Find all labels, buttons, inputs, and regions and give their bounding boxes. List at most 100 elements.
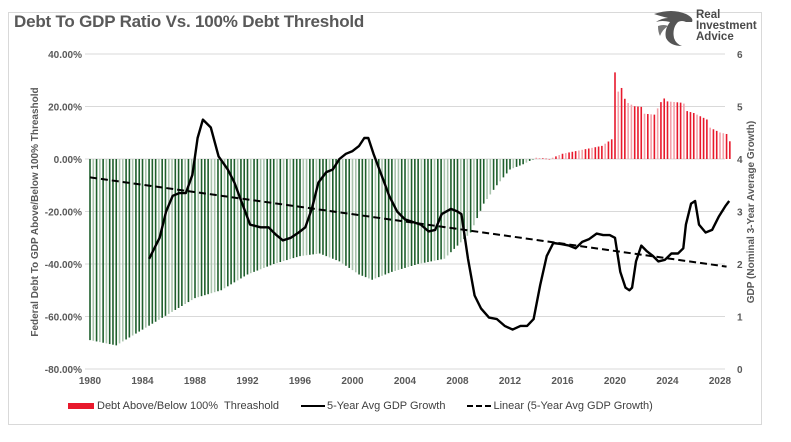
bar	[719, 132, 721, 159]
bar	[676, 102, 679, 159]
x-tick-label: 1980	[79, 376, 102, 387]
bar	[204, 159, 206, 296]
y2-tick-label: 2	[737, 260, 743, 271]
bar	[666, 101, 669, 159]
bar	[391, 159, 393, 272]
bar	[528, 159, 531, 161]
bar	[295, 159, 298, 258]
bar	[197, 159, 200, 298]
legend-item-debt[interactable]: Debt Above/Below 100% Threashold	[68, 400, 279, 412]
bar	[519, 159, 521, 166]
bar	[236, 159, 239, 281]
bar	[220, 159, 223, 291]
legend-swatch-bar	[68, 403, 94, 409]
bar	[187, 159, 190, 303]
bar	[630, 104, 633, 159]
bar	[164, 159, 167, 316]
bar	[433, 159, 436, 261]
bar	[315, 159, 318, 254]
x-tick-label: 2012	[499, 376, 522, 387]
x-tick-label: 1992	[236, 376, 259, 387]
bar	[633, 106, 636, 159]
bar	[115, 159, 118, 346]
bar	[486, 159, 488, 200]
bar	[597, 146, 600, 159]
bar	[400, 159, 403, 269]
bar	[502, 159, 505, 178]
bar	[309, 159, 311, 255]
bar	[417, 159, 419, 264]
bar	[322, 159, 324, 255]
x-tick-label: 2016	[551, 376, 574, 387]
bar	[279, 159, 282, 263]
bar	[243, 159, 246, 277]
bar	[581, 149, 583, 159]
bar	[253, 159, 255, 272]
bar	[181, 159, 183, 306]
x-axis-ticks: 1980 1984 1988 1992 1996 2000 2004 2008 2012 2016…	[79, 376, 732, 387]
bar	[138, 159, 141, 332]
bar	[669, 101, 672, 159]
legend-swatch-line	[301, 405, 326, 407]
bar	[601, 145, 603, 159]
y2-tick-label: 0	[737, 365, 743, 376]
bar	[328, 159, 331, 258]
legend-label: 5-Year Avg GDP Growth	[327, 400, 446, 412]
gdp-growth-line	[148, 118, 731, 331]
bar	[492, 159, 495, 190]
chart-frame	[8, 12, 762, 425]
legend-item-gdp[interactable]: 5-Year Avg GDP Growth	[301, 400, 445, 412]
bar	[364, 159, 367, 278]
bar	[656, 108, 659, 159]
right-axis-title: GDP (Nominal 3-Year Average Growth)	[746, 121, 757, 303]
bar	[473, 159, 475, 226]
x-tick-label: 2024	[656, 376, 679, 387]
bar	[305, 159, 308, 256]
legend-swatch-dashed	[467, 405, 492, 407]
bar	[410, 159, 413, 266]
bar	[620, 87, 623, 159]
legend: Debt Above/Below 100% Threashold 5-Year …	[68, 400, 675, 412]
bar	[469, 159, 472, 233]
x-tick-label: 1984	[131, 376, 154, 387]
bar	[276, 159, 278, 264]
bar	[263, 159, 265, 268]
legend-label: Debt Above/Below 100% Threashold	[97, 400, 280, 412]
bar	[555, 156, 557, 159]
bar	[141, 159, 144, 330]
y-tick-label: 20.00%	[48, 103, 82, 114]
bar	[282, 159, 285, 262]
bar	[574, 151, 577, 159]
bar	[174, 159, 177, 310]
bar	[561, 153, 564, 159]
bar	[144, 159, 147, 328]
bar	[525, 159, 528, 163]
bar	[194, 159, 196, 299]
legend-item-trend[interactable]: Linear (5-Year Avg GDP Growth)	[467, 400, 653, 412]
bar	[154, 159, 157, 322]
eagle-logo-icon	[654, 11, 693, 46]
bar	[607, 141, 610, 159]
bar	[381, 159, 383, 276]
bar	[532, 159, 534, 160]
y-tick-label: -40.00%	[45, 260, 82, 271]
bar	[371, 159, 373, 280]
bar	[332, 159, 334, 259]
bar	[683, 103, 685, 159]
bar	[341, 159, 344, 264]
bar	[624, 98, 626, 159]
bar	[105, 159, 108, 344]
bar	[394, 159, 396, 271]
bar	[456, 159, 459, 246]
bar	[673, 102, 675, 159]
bar	[712, 129, 715, 159]
bar	[423, 159, 426, 263]
y-tick-label: 40.00%	[48, 50, 82, 61]
bar	[479, 159, 482, 211]
bar	[338, 159, 341, 262]
bar	[650, 114, 652, 159]
y2-tick-label: 5	[737, 103, 743, 114]
bar	[414, 159, 416, 265]
bar	[499, 159, 501, 182]
